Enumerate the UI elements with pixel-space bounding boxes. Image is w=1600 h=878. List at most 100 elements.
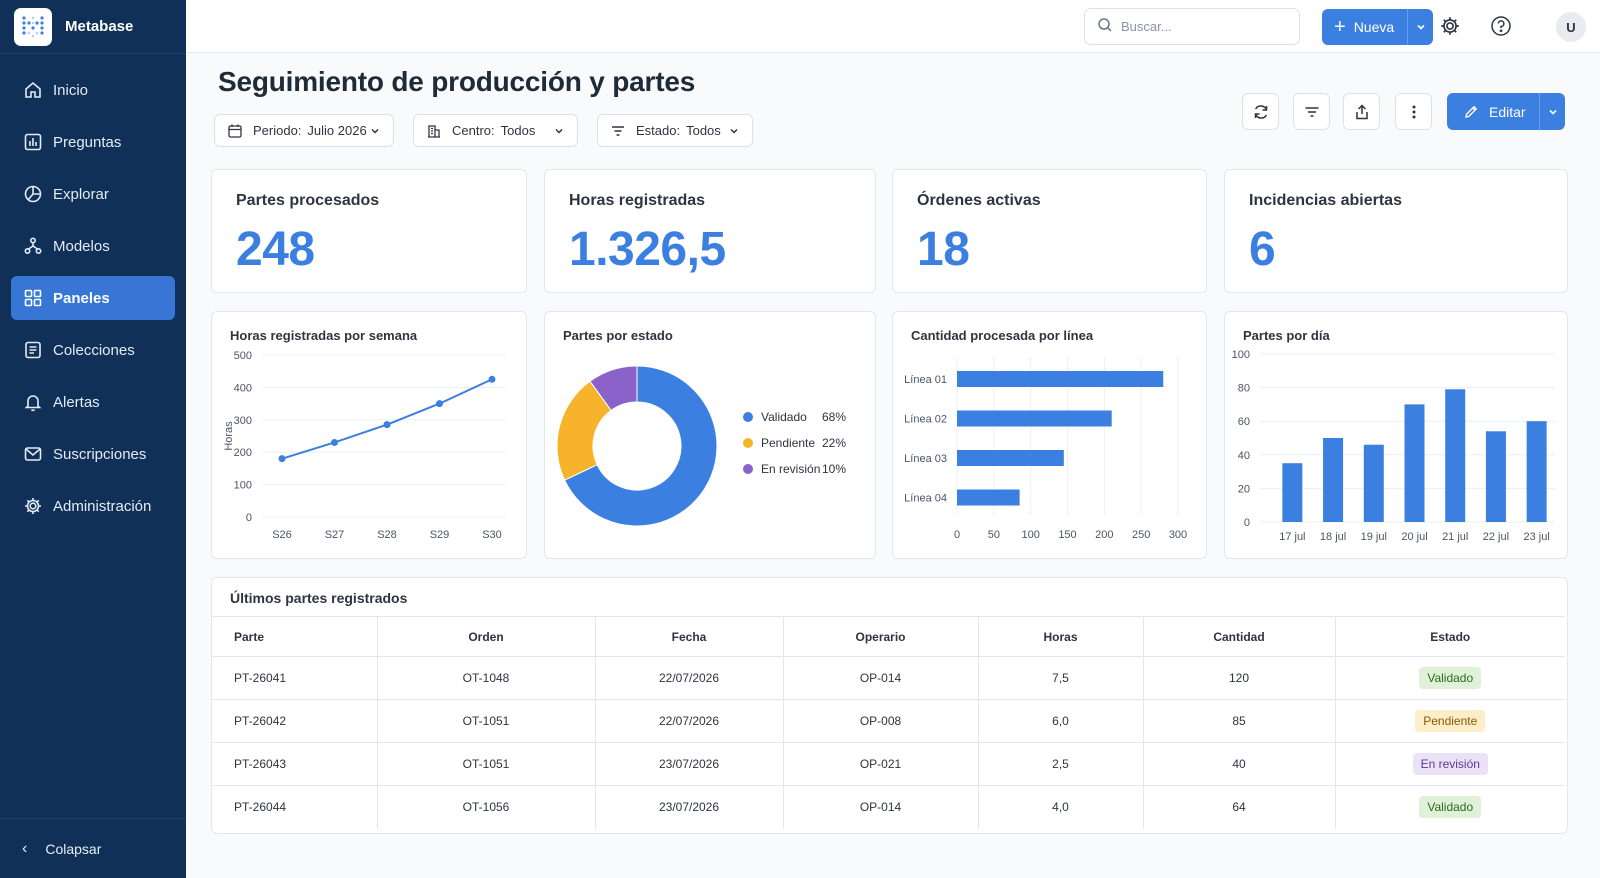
cell-orden: OT-1051 — [377, 742, 596, 786]
table-row[interactable]: PT-26041 OT-1048 22/07/2026 OP-014 7,5 1… — [212, 656, 1565, 700]
search-input[interactable] — [1121, 19, 1281, 34]
cell-cantidad: 85 — [1143, 699, 1336, 743]
column-header[interactable]: Cantidad — [1143, 616, 1336, 657]
column-header[interactable]: Fecha — [595, 616, 784, 657]
sidebar-item-modelos[interactable]: Modelos — [11, 224, 175, 268]
kpi-card-incidencias[interactable]: Incidencias abiertas 6 — [1224, 169, 1568, 293]
cell-estado: Validado — [1335, 656, 1565, 700]
collection-icon — [23, 340, 43, 360]
edit-button[interactable]: Editar — [1447, 93, 1565, 130]
metabase-logo-icon — [14, 7, 52, 46]
new-dropdown-button[interactable] — [1407, 9, 1433, 45]
filter-periodo[interactable]: Periodo: Julio 2026 — [214, 114, 394, 147]
search-box[interactable] — [1084, 8, 1300, 45]
settings-button[interactable] — [1438, 14, 1462, 38]
bar — [1363, 444, 1384, 522]
chevron-down-icon — [369, 125, 381, 137]
gear-icon — [23, 496, 43, 516]
chart-title: Cantidad procesada por línea — [911, 328, 1094, 343]
kpi-label: Partes procesados — [236, 192, 380, 209]
y-tick-label: 60 — [1238, 416, 1250, 428]
filter-value: Todos — [686, 123, 721, 138]
sidebar-item-colecciones[interactable]: Colecciones — [11, 328, 175, 372]
filter-value: Julio 2026 — [307, 123, 367, 138]
new-button-main[interactable]: + Nueva — [1322, 9, 1407, 45]
home-icon — [23, 80, 43, 100]
sidebar-item-label: Preguntas — [53, 133, 122, 151]
data-point — [436, 400, 443, 408]
more-vertical-icon — [1412, 105, 1415, 118]
y-tick-label: 40 — [1238, 450, 1250, 462]
kpi-card-partes[interactable]: Partes procesados 248 — [211, 169, 527, 293]
sidebar-item-explorar[interactable]: Explorar — [11, 172, 175, 216]
y-tick-label: 300 — [234, 415, 252, 427]
collapse-sidebar-button[interactable]: ‹ Colapsar — [0, 818, 186, 878]
cell-parte: PT-26044 — [212, 785, 378, 829]
new-button[interactable]: + Nueva — [1322, 9, 1433, 45]
chevron-down-icon — [1416, 24, 1425, 30]
chart-card-partes-estado[interactable]: Partes por estado Validado 68% Pendiente 22… — [544, 311, 876, 559]
kpi-card-horas[interactable]: Horas registradas 1.326,5 — [544, 169, 876, 293]
chart-card-horas-semana[interactable]: Horas registradas por semana 0 100 200 300 4… — [211, 311, 527, 559]
refresh-button[interactable] — [1242, 93, 1279, 130]
sidebar-nav: Inicio Preguntas Explorar Modelos Panele… — [0, 68, 186, 528]
x-tick-label: S27 — [325, 529, 345, 541]
help-button[interactable] — [1489, 14, 1513, 38]
edit-dropdown-button[interactable] — [1539, 93, 1565, 130]
kpi-label: Incidencias abiertas — [1249, 192, 1402, 209]
column-header[interactable]: Estado — [1335, 616, 1565, 657]
cell-parte: PT-26041 — [212, 656, 378, 700]
cell-operario: OP-008 — [783, 699, 979, 743]
y-tick-label: 20 — [1238, 483, 1250, 495]
donut-chart: Validado 68% Pendiente 22%En revisión 10% — [556, 365, 846, 527]
table-row[interactable]: PT-26044 OT-1056 23/07/2026 OP-014 4,0 6… — [212, 785, 1565, 829]
cell-operario: OP-014 — [783, 656, 979, 700]
series-line — [281, 378, 493, 460]
chart-card-cantidad-linea[interactable]: Cantidad procesada por línea 0 50 100 150 20… — [892, 311, 1207, 559]
y-tick-label: 500 — [234, 350, 252, 362]
cell-horas: 7,5 — [978, 656, 1144, 700]
filter-estado[interactable]: Estado: Todos — [597, 114, 753, 147]
chevron-down-icon — [728, 125, 740, 137]
sidebar-item-alertas[interactable]: Alertas — [11, 380, 175, 424]
data-point — [383, 421, 391, 429]
column-header[interactable]: Horas — [978, 616, 1144, 657]
column-header[interactable]: Orden — [377, 616, 596, 657]
avatar[interactable]: U — [1556, 12, 1586, 42]
brand[interactable]: Metabase — [0, 0, 186, 54]
share-button[interactable] — [1343, 93, 1380, 130]
x-tick-label: 17 jul — [1279, 531, 1305, 543]
table-title: Últimos partes registrados — [230, 590, 408, 606]
filter-value: Todos — [500, 123, 536, 138]
sidebar-item-paneles[interactable]: Paneles — [11, 276, 175, 320]
table-card: Últimos partes registrados Parte Orden F… — [211, 577, 1568, 834]
sidebar-item-inicio[interactable]: Inicio — [11, 68, 175, 112]
sidebar-item-preguntas[interactable]: Preguntas — [11, 120, 175, 164]
sidebar-item-label: Inicio — [53, 81, 89, 99]
sidebar-item-administracion[interactable]: Administración — [11, 484, 175, 528]
kpi-card-ordenes[interactable]: Órdenes activas 18 — [892, 169, 1207, 293]
table-row[interactable]: PT-26043 OT-1051 23/07/2026 OP-021 2,5 4… — [212, 742, 1565, 786]
filter-centro[interactable]: Centro: Todos — [413, 114, 578, 147]
chart-title: Partes por día — [1243, 328, 1330, 343]
bar — [957, 450, 1064, 466]
sidebar-item-suscripciones[interactable]: Suscripciones — [11, 432, 175, 476]
data-table: Parte Orden Fecha Operario Horas Cantida… — [212, 616, 1565, 829]
more-options-button[interactable] — [1395, 93, 1432, 130]
column-header[interactable]: Parte — [212, 616, 378, 657]
bar — [1526, 421, 1547, 522]
cell-parte: PT-26042 — [212, 699, 378, 743]
kpi-value: 1.326,5 — [569, 223, 726, 276]
bar — [957, 489, 1020, 506]
cell-orden: OT-1048 — [377, 656, 596, 700]
legend-value: 68% — [822, 410, 846, 424]
mail-icon — [23, 444, 43, 464]
y-tick-label: Línea 04 — [904, 493, 947, 505]
legend-swatch — [743, 412, 753, 422]
table-row[interactable]: PT-26042 OT-1051 22/07/2026 OP-008 6,0 8… — [212, 699, 1565, 743]
column-header[interactable]: Operario — [783, 616, 979, 657]
explore-icon — [23, 184, 43, 204]
chart-card-partes-dia[interactable]: Partes por día 0 20 40 60 80 100 17 jul 18 jul 1… — [1224, 311, 1568, 559]
filter-button[interactable] — [1293, 93, 1330, 130]
edit-button-main[interactable]: Editar — [1447, 93, 1539, 130]
